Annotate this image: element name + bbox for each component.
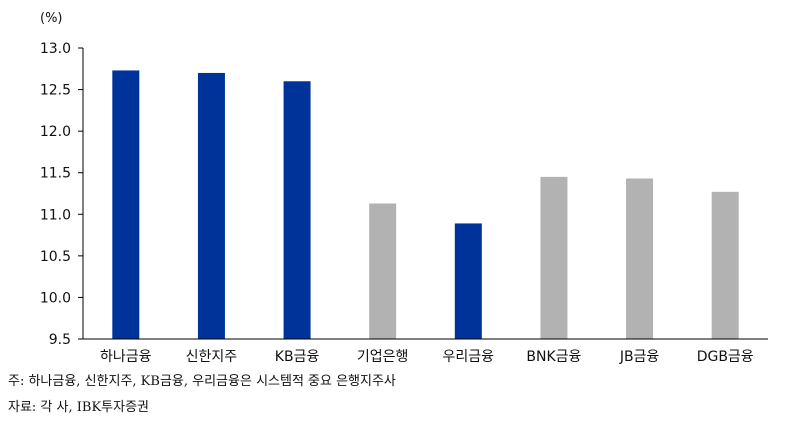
x-category-label: KB금융 <box>275 349 320 365</box>
x-category-label: 우리금융 <box>443 349 495 365</box>
chart-note: 주: 하나금융, 신한지주, KB금융, 우리금융은 시스템적 중요 은행지주사 <box>8 374 396 389</box>
y-tick-label: 10.5 <box>40 249 71 265</box>
bar-chart: (%) 9.5 10.0 10.5 11.0 11.5 12.0 12.5 13.0 하나금융… <box>40 11 768 365</box>
y-tick-label: 11.5 <box>40 166 71 182</box>
x-axis-labels: 하나금융 신한지주 KB금융 기업은행 우리금융 BNK금융 JB금융 DGB금융 <box>100 349 754 365</box>
bars <box>112 70 739 339</box>
x-category-label: 기업은행 <box>357 349 409 365</box>
x-category-label: JB금융 <box>619 349 660 365</box>
y-tick-label: 12.0 <box>40 124 71 140</box>
y-tick-label: 10.0 <box>40 290 71 306</box>
bar <box>283 81 311 339</box>
chart-source: 자료: 각 사, IBK투자증권 <box>8 400 149 415</box>
y-axis-unit-label: (%) <box>40 11 63 26</box>
y-tick-label: 11.0 <box>40 207 71 223</box>
y-tick-label: 13.0 <box>40 41 71 57</box>
bar <box>711 191 739 339</box>
bar <box>369 203 397 339</box>
bar <box>112 70 140 339</box>
y-tick-label: 9.5 <box>49 332 71 348</box>
x-category-label: 하나금융 <box>100 349 152 365</box>
bar <box>540 176 568 339</box>
x-category-label: 신한지주 <box>186 349 238 365</box>
bar <box>454 223 482 339</box>
x-category-label: DGB금융 <box>697 349 754 365</box>
x-category-label: BNK금융 <box>526 349 581 365</box>
bar <box>626 178 654 339</box>
y-tick-label: 12.5 <box>40 83 71 99</box>
bar <box>197 72 225 339</box>
y-axis-ticks: 9.5 10.0 10.5 11.0 11.5 12.0 12.5 13.0 <box>40 41 83 348</box>
